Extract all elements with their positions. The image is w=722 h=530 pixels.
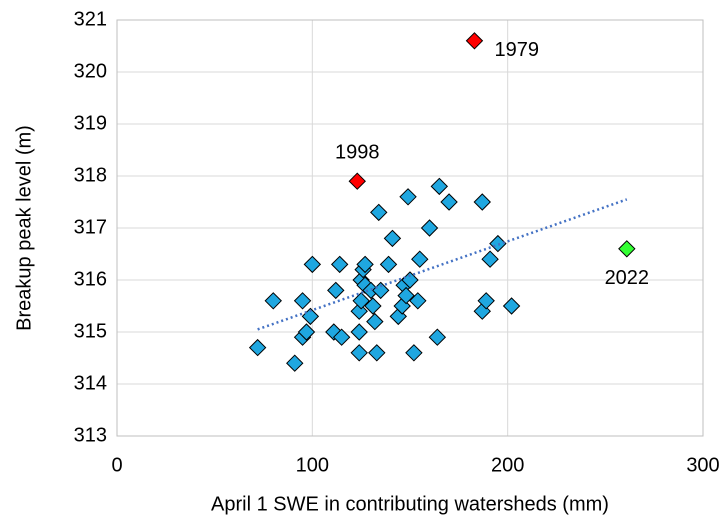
data-point bbox=[420, 219, 439, 237]
x-tick-label: 300 bbox=[686, 454, 719, 476]
data-point bbox=[370, 203, 388, 222]
data-point bbox=[411, 250, 429, 268]
data-point bbox=[428, 328, 447, 346]
highlight-point bbox=[348, 172, 366, 190]
x-tick-label: 200 bbox=[491, 454, 524, 476]
data-point bbox=[383, 229, 402, 248]
highlight-point bbox=[465, 32, 484, 50]
y-tick-label: 320 bbox=[74, 60, 107, 82]
x-tick-label: 0 bbox=[111, 454, 122, 476]
data-point bbox=[332, 328, 351, 346]
x-tick-label: 100 bbox=[296, 454, 329, 476]
data-point bbox=[481, 250, 499, 268]
highlight-point bbox=[618, 240, 636, 258]
y-tick-label: 319 bbox=[74, 112, 107, 134]
data-point bbox=[248, 338, 267, 357]
data-point bbox=[350, 323, 368, 341]
data-point bbox=[502, 297, 521, 315]
y-tick-label: 316 bbox=[74, 268, 107, 290]
trendline bbox=[257, 198, 628, 331]
data-point bbox=[264, 292, 282, 310]
data-point bbox=[477, 292, 495, 310]
y-tick-label: 315 bbox=[74, 320, 107, 342]
annotation: 2022 bbox=[605, 267, 650, 289]
data-point bbox=[397, 286, 415, 305]
data-point bbox=[473, 193, 491, 211]
data-point bbox=[366, 312, 384, 331]
data-point bbox=[405, 344, 423, 362]
annotation: 1998 bbox=[335, 141, 380, 163]
data-point bbox=[440, 193, 458, 211]
data-point bbox=[409, 292, 427, 310]
data-point bbox=[350, 344, 368, 362]
data-point bbox=[286, 354, 304, 372]
x-axis-label: April 1 SWE in contributing watersheds (… bbox=[211, 493, 609, 515]
data-point bbox=[352, 292, 370, 310]
annotation: 1979 bbox=[494, 39, 538, 61]
data-point bbox=[327, 281, 345, 300]
data-point bbox=[379, 255, 398, 274]
plot-border bbox=[116, 19, 704, 437]
data-point bbox=[293, 292, 312, 310]
y-axis-label: Breakup peak level (m) bbox=[13, 125, 35, 331]
data-point bbox=[297, 323, 316, 341]
y-tick-label: 314 bbox=[74, 372, 107, 394]
data-point bbox=[330, 255, 349, 274]
data-point bbox=[303, 255, 322, 274]
y-tick-label: 317 bbox=[74, 216, 107, 238]
data-point bbox=[399, 188, 417, 206]
data-point bbox=[393, 297, 411, 315]
data-point bbox=[356, 255, 374, 274]
y-tick-label: 313 bbox=[74, 424, 107, 446]
data-point bbox=[364, 297, 382, 315]
y-tick-label: 321 bbox=[74, 8, 107, 30]
data-point bbox=[430, 177, 449, 196]
data-point bbox=[368, 344, 386, 362]
y-tick-label: 318 bbox=[74, 164, 107, 186]
